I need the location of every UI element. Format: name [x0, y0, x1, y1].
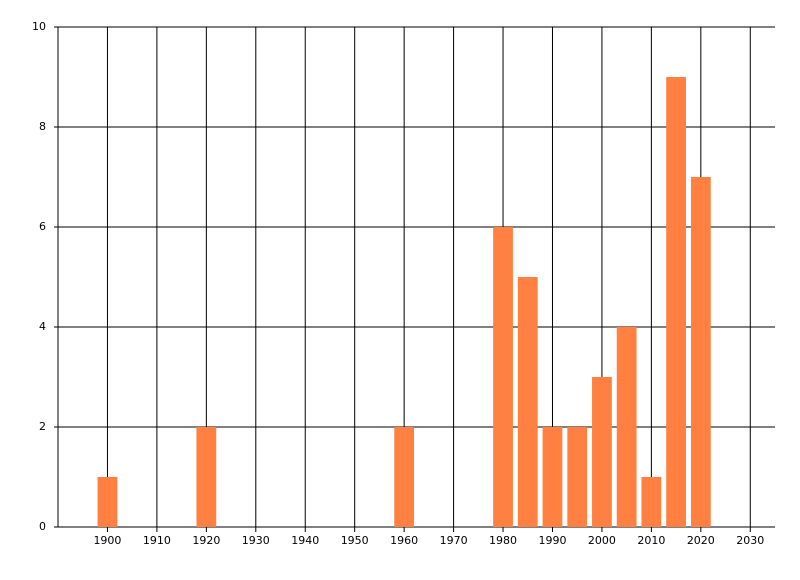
- bar: [97, 477, 118, 527]
- y-tick-label: 2: [39, 420, 46, 433]
- x-tick-label: 1940: [291, 534, 319, 547]
- bar: [666, 77, 686, 527]
- bar: [592, 377, 612, 527]
- x-tick-label: 1950: [341, 534, 369, 547]
- bar: [690, 177, 711, 527]
- x-tick-label: 1990: [538, 534, 566, 547]
- x-tick-label: 2010: [637, 534, 665, 547]
- x-tick-label: 2000: [588, 534, 616, 547]
- y-tick-label: 8: [39, 120, 46, 133]
- bar: [394, 427, 415, 527]
- bar: [616, 327, 637, 527]
- bar: [196, 427, 217, 527]
- y-tick-label: 0: [39, 520, 46, 533]
- x-tick-label: 1900: [93, 534, 121, 547]
- bar: [517, 277, 538, 527]
- y-tick-label: 6: [39, 220, 46, 233]
- x-tick-label: 2030: [736, 534, 764, 547]
- bar: [641, 477, 662, 527]
- x-tick-label: 1960: [390, 534, 418, 547]
- x-tick-label: 2020: [687, 534, 715, 547]
- x-tick-label: 1910: [143, 534, 171, 547]
- x-tick-label: 1980: [489, 534, 517, 547]
- bar: [567, 427, 588, 527]
- x-tick-label: 1970: [440, 534, 468, 547]
- y-tick-label: 10: [32, 20, 46, 33]
- bar: [542, 427, 563, 527]
- bar: [493, 227, 513, 527]
- x-tick-label: 1920: [192, 534, 220, 547]
- x-tick-label: 1930: [242, 534, 270, 547]
- y-tick-label: 4: [39, 320, 46, 333]
